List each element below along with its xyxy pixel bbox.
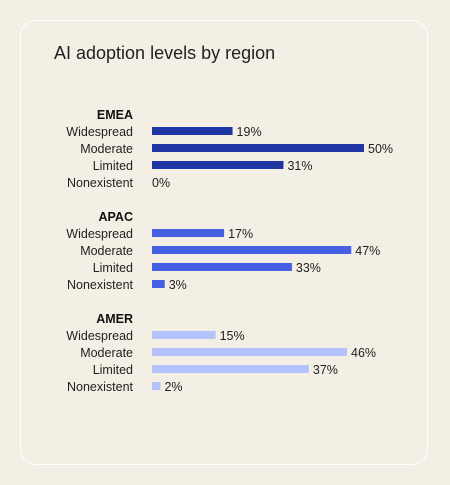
bar-apac-nonexistent bbox=[152, 280, 165, 288]
category-label-emea-nonexistent: Nonexistent bbox=[67, 176, 134, 190]
category-label-amer-nonexistent: Nonexistent bbox=[67, 380, 134, 394]
value-label-apac-moderate: 47% bbox=[355, 244, 380, 258]
bar-apac-widespread bbox=[152, 229, 225, 237]
category-label-apac-widespread: Widespread bbox=[66, 227, 133, 241]
category-label-emea-limited: Limited bbox=[93, 159, 133, 173]
category-label-apac-moderate: Moderate bbox=[80, 244, 133, 258]
bar-amer-widespread bbox=[152, 331, 216, 339]
bar-emea-widespread bbox=[152, 127, 233, 135]
value-label-apac-nonexistent: 3% bbox=[169, 278, 187, 292]
chart-card bbox=[20, 20, 428, 465]
value-label-apac-widespread: 17% bbox=[228, 227, 253, 241]
value-label-amer-widespread: 15% bbox=[220, 329, 245, 343]
bar-apac-limited bbox=[152, 263, 292, 271]
chart-title: AI adoption levels by region bbox=[54, 43, 276, 63]
category-label-apac-limited: Limited bbox=[93, 261, 133, 275]
category-label-emea-widespread: Widespread bbox=[66, 125, 133, 139]
category-label-emea-moderate: Moderate bbox=[80, 142, 133, 156]
value-label-amer-limited: 37% bbox=[313, 363, 338, 377]
bar-apac-moderate bbox=[152, 246, 352, 254]
group-label-emea: EMEA bbox=[97, 108, 133, 122]
value-label-emea-widespread: 19% bbox=[237, 125, 262, 139]
group-label-amer: AMER bbox=[96, 312, 133, 326]
value-label-amer-nonexistent: 2% bbox=[164, 380, 182, 394]
bar-amer-nonexistent bbox=[152, 382, 161, 390]
category-label-amer-moderate: Moderate bbox=[80, 346, 133, 360]
bar-emea-moderate bbox=[152, 144, 364, 152]
value-label-apac-limited: 33% bbox=[296, 261, 321, 275]
bar-amer-moderate bbox=[152, 348, 348, 356]
group-label-apac: APAC bbox=[99, 210, 134, 224]
value-label-emea-nonexistent: 0% bbox=[152, 176, 170, 190]
category-label-apac-nonexistent: Nonexistent bbox=[67, 278, 134, 292]
value-label-emea-limited: 31% bbox=[287, 159, 312, 173]
value-label-emea-moderate: 50% bbox=[368, 142, 393, 156]
category-label-amer-limited: Limited bbox=[93, 363, 133, 377]
category-label-amer-widespread: Widespread bbox=[66, 329, 133, 343]
value-label-amer-moderate: 46% bbox=[351, 346, 376, 360]
bar-amer-limited bbox=[152, 365, 309, 373]
bar-emea-limited bbox=[152, 161, 284, 169]
